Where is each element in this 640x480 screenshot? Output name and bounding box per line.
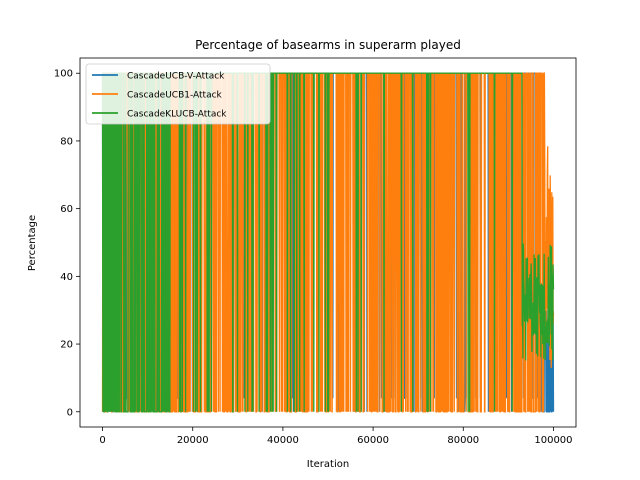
x-axis-label: Iteration bbox=[307, 459, 349, 470]
y-axis-label: Percentage bbox=[27, 215, 38, 271]
plot-frame bbox=[79, 57, 577, 428]
x-tick-label: 60000 bbox=[357, 435, 389, 446]
x-tick-label: 40000 bbox=[267, 435, 299, 446]
legend-label: CascadeUCB-V-Attack bbox=[127, 72, 225, 82]
chart-title: Percentage of basearms in superarm playe… bbox=[195, 38, 461, 52]
y-axis: 0 20 40 60 80 100 bbox=[54, 69, 80, 418]
x-tick-label: 0 bbox=[99, 435, 105, 446]
y-tick-label: 100 bbox=[54, 69, 73, 80]
legend: CascadeUCB-V-Attack CascadeUCB1-Attack Cas… bbox=[85, 63, 271, 125]
legend-label: CascadeKLUCB-Attack bbox=[127, 110, 227, 120]
y-tick-label: 60 bbox=[60, 204, 73, 215]
legend-box bbox=[85, 63, 271, 125]
x-axis: 0 20000 40000 60000 80000 100000 bbox=[99, 427, 573, 446]
x-tick-label: 80000 bbox=[447, 435, 479, 446]
legend-label: CascadeUCB1-Attack bbox=[127, 91, 223, 101]
y-tick-label: 80 bbox=[60, 136, 73, 147]
x-tick-label: 100000 bbox=[534, 435, 572, 446]
y-tick-label: 20 bbox=[60, 340, 73, 351]
y-tick-label: 0 bbox=[67, 407, 73, 418]
y-tick-label: 40 bbox=[60, 272, 73, 283]
x-tick-label: 20000 bbox=[177, 435, 209, 446]
